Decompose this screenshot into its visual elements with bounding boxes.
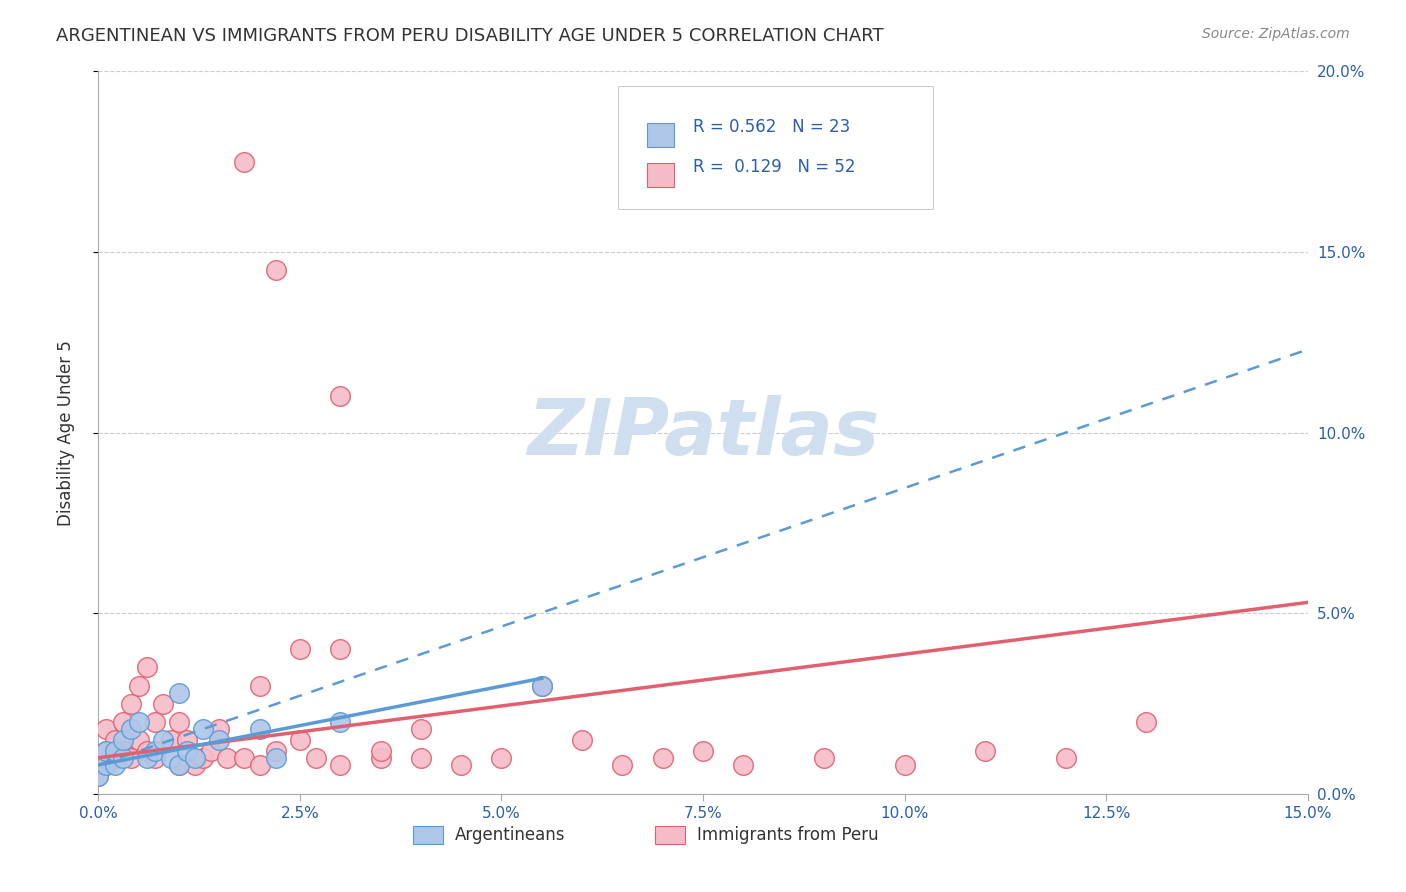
Point: [208, 732, 231, 747]
Point: [370, 743, 392, 757]
Point: [143, 751, 166, 765]
Point: [96, 743, 118, 757]
Text: R = 0.562   N = 23: R = 0.562 N = 23: [693, 118, 851, 136]
Point: [96, 758, 118, 772]
Point: [111, 732, 134, 747]
Point: [893, 758, 915, 772]
Point: [120, 722, 142, 736]
Bar: [655, 826, 685, 845]
Point: [264, 751, 287, 765]
Bar: [647, 123, 673, 147]
Point: [128, 714, 150, 729]
Point: [167, 714, 190, 729]
Text: Immigrants from Peru: Immigrants from Peru: [697, 826, 879, 844]
Point: [135, 660, 157, 674]
Point: [264, 263, 287, 277]
Bar: [413, 826, 443, 845]
Point: [200, 743, 222, 757]
Point: [184, 758, 207, 772]
Point: [530, 678, 553, 692]
Point: [135, 743, 157, 757]
Point: [143, 714, 166, 729]
Point: [152, 732, 174, 747]
Point: [329, 758, 352, 772]
Point: [305, 751, 328, 765]
Point: [184, 751, 207, 765]
Point: [176, 743, 198, 757]
Point: [409, 751, 432, 765]
Point: [571, 732, 593, 747]
Point: [692, 743, 714, 757]
Point: [143, 743, 166, 757]
Point: [167, 758, 190, 772]
Point: [530, 678, 553, 692]
Point: [450, 758, 472, 772]
Point: [167, 686, 190, 700]
Point: [288, 642, 311, 657]
Point: [111, 714, 134, 729]
Point: [193, 751, 215, 765]
Point: [217, 751, 239, 765]
Point: [249, 678, 271, 692]
Point: [103, 751, 125, 765]
Point: [193, 722, 215, 736]
Text: Argentineans: Argentineans: [456, 826, 565, 844]
Point: [329, 389, 352, 403]
Text: ZIPatlas: ZIPatlas: [527, 394, 879, 471]
Point: [232, 751, 254, 765]
Point: [370, 751, 392, 765]
Point: [329, 642, 352, 657]
Point: [232, 154, 254, 169]
Text: R =  0.129   N = 52: R = 0.129 N = 52: [693, 158, 856, 176]
Point: [103, 743, 125, 757]
Point: [135, 751, 157, 765]
Bar: [647, 163, 673, 187]
Point: [111, 743, 134, 757]
Y-axis label: Disability Age Under 5: Disability Age Under 5: [56, 340, 75, 525]
Point: [96, 758, 118, 772]
Point: [176, 732, 198, 747]
Point: [167, 758, 190, 772]
Point: [111, 751, 134, 765]
Point: [128, 732, 150, 747]
Point: [87, 769, 110, 783]
Point: [612, 758, 634, 772]
Point: [103, 732, 125, 747]
FancyBboxPatch shape: [619, 86, 932, 209]
Point: [1135, 714, 1157, 729]
Point: [491, 751, 513, 765]
Point: [651, 751, 673, 765]
Point: [329, 714, 352, 729]
Point: [249, 758, 271, 772]
Point: [974, 743, 997, 757]
Point: [120, 697, 142, 711]
Point: [96, 743, 118, 757]
Point: [128, 678, 150, 692]
Point: [1054, 751, 1077, 765]
Point: [733, 758, 755, 772]
Text: ARGENTINEAN VS IMMIGRANTS FROM PERU DISABILITY AGE UNDER 5 CORRELATION CHART: ARGENTINEAN VS IMMIGRANTS FROM PERU DISA…: [56, 27, 884, 45]
Text: Source: ZipAtlas.com: Source: ZipAtlas.com: [1202, 27, 1350, 41]
Point: [96, 722, 118, 736]
Point: [249, 722, 271, 736]
Point: [813, 751, 835, 765]
Point: [208, 722, 231, 736]
Point: [160, 732, 183, 747]
Point: [264, 743, 287, 757]
Point: [288, 732, 311, 747]
Point: [152, 697, 174, 711]
Point: [120, 751, 142, 765]
Point: [87, 769, 110, 783]
Point: [160, 751, 183, 765]
Point: [103, 758, 125, 772]
Point: [409, 722, 432, 736]
